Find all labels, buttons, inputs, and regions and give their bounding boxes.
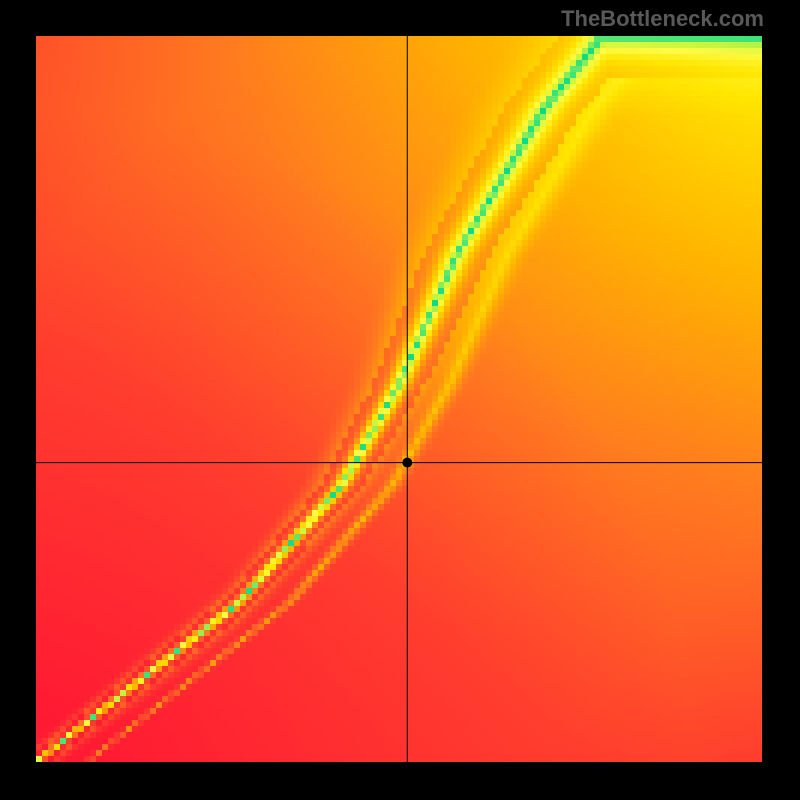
crosshair-overlay [0,0,800,800]
watermark-label: TheBottleneck.com [561,6,764,32]
chart-root: TheBottleneck.com [0,0,800,800]
crosshair-marker [402,458,412,468]
